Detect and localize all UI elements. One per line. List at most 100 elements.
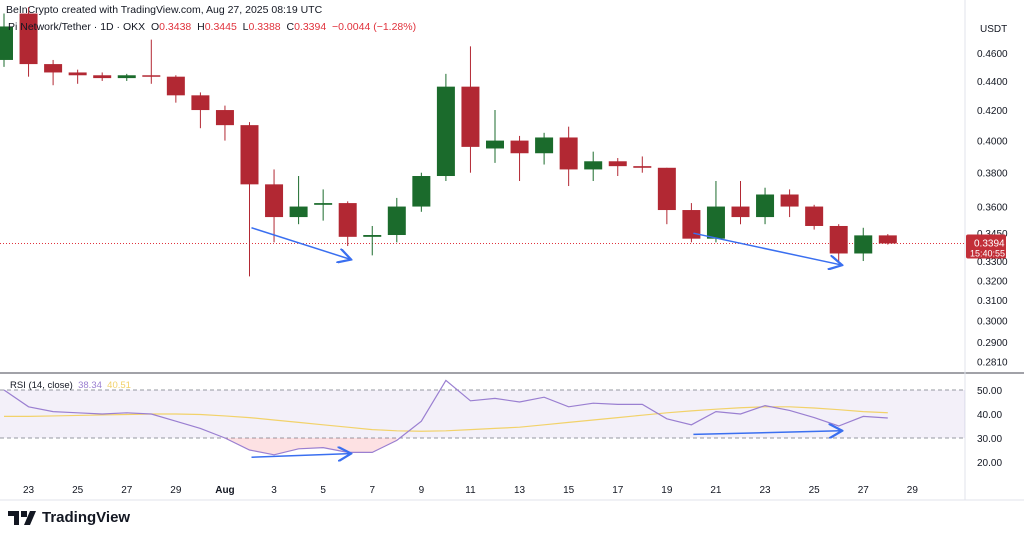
- candle-up: [314, 203, 333, 205]
- chart-attribution: BeInCrypto created with TradingView.com,…: [6, 4, 323, 16]
- candle-up: [486, 140, 504, 149]
- time-tick: 17: [612, 485, 624, 496]
- candle-down: [142, 75, 161, 77]
- tradingview-logo: TradingView: [8, 509, 130, 526]
- brand-name: TradingView: [42, 509, 131, 526]
- candle-up: [117, 75, 136, 79]
- price-tick: 0.3200: [977, 276, 1008, 287]
- candle-down: [93, 75, 112, 79]
- candle-down: [215, 110, 234, 126]
- divergence-arrow: [251, 227, 350, 259]
- divergence-arrow: [251, 454, 350, 458]
- price-tick: 0.3600: [977, 203, 1008, 214]
- rsi-tick: 50.00: [977, 386, 1002, 397]
- candle-down: [878, 235, 897, 244]
- time-tick: 11: [465, 485, 476, 496]
- currency-label: USDT: [980, 24, 1007, 35]
- time-tick: 15: [563, 485, 575, 496]
- candle-up: [584, 161, 603, 170]
- price-tick: 0.3300: [977, 257, 1008, 268]
- last-price-label: 0.3394: [974, 238, 1005, 249]
- candle-up: [854, 235, 873, 254]
- candle-down: [510, 140, 529, 154]
- time-tick: 5: [320, 485, 326, 496]
- price-tick: 0.4600: [977, 49, 1008, 60]
- rsi-tick: 20.00: [977, 458, 1002, 469]
- candle-down: [191, 95, 210, 111]
- time-tick: 27: [121, 485, 133, 496]
- time-tick: 7: [369, 485, 375, 496]
- time-tick: 25: [809, 485, 821, 496]
- time-tick: Aug: [215, 485, 234, 496]
- countdown-label: 15:40:55: [970, 248, 1005, 258]
- symbol-title: Pi Network/Tether · 1D · OKX: [8, 21, 146, 33]
- candle-up: [412, 176, 431, 207]
- open-label: O: [150, 21, 160, 33]
- high-value: 0.3445: [204, 21, 237, 33]
- time-tick: 25: [72, 485, 84, 496]
- time-tick: 21: [710, 485, 722, 496]
- symbol-legend: Pi Network/Tether · 1D · OKX O0.3438 H0.…: [8, 21, 416, 33]
- candle-down: [805, 206, 824, 226]
- time-tick: 9: [419, 485, 425, 496]
- time-tick: 27: [858, 485, 870, 496]
- candle-down: [338, 203, 357, 237]
- low-value: 0.3388: [248, 21, 281, 33]
- divergence-arrow: [693, 431, 840, 435]
- candle-up: [0, 26, 13, 60]
- candle-down: [682, 210, 701, 239]
- divergence-arrow: [693, 232, 840, 265]
- candle-up: [363, 235, 382, 237]
- candle-down: [265, 184, 284, 218]
- price-tick: 0.3100: [977, 296, 1008, 307]
- candle-down: [657, 167, 676, 211]
- candle-down: [461, 86, 480, 147]
- change-value: −0.0044 (−1.28%): [332, 21, 417, 33]
- high-label: H: [197, 21, 205, 33]
- candle-up: [387, 206, 406, 236]
- time-tick: 29: [907, 485, 919, 496]
- candle-down: [19, 13, 38, 65]
- candle-down: [780, 194, 799, 207]
- candle-down: [166, 76, 185, 96]
- candle-down: [44, 64, 63, 73]
- price-tick: 0.2810: [977, 358, 1008, 369]
- rsi-tick: 30.00: [977, 434, 1002, 445]
- rsi-label: RSI (14, close): [10, 380, 73, 391]
- rsi-legend: RSI (14, close) 38.34 40.51: [10, 380, 131, 391]
- price-tick: 0.3800: [977, 169, 1008, 180]
- rsi-ma-value: 40.51: [107, 380, 131, 391]
- low-label: L: [242, 21, 249, 33]
- time-tick: 29: [170, 485, 182, 496]
- candle-up: [289, 206, 308, 218]
- candle-up: [535, 137, 554, 154]
- candle-down: [68, 72, 87, 76]
- close-value: 0.3394: [294, 21, 327, 33]
- rsi-value: 38.34: [78, 380, 102, 391]
- last-price-badge: [966, 234, 1006, 259]
- price-tick: 0.4400: [977, 77, 1008, 88]
- candle-up: [436, 86, 455, 177]
- price-tick: 0.2900: [977, 338, 1008, 349]
- rsi-oversold-fill: [224, 438, 397, 455]
- time-tick: 23: [759, 485, 771, 496]
- time-tick: 13: [514, 485, 526, 496]
- price-tick: 0.3000: [977, 317, 1008, 328]
- time-tick: 19: [661, 485, 673, 496]
- candle-down: [633, 166, 652, 168]
- candle-down: [829, 225, 848, 254]
- candle-down: [608, 161, 627, 167]
- time-tick: 3: [271, 485, 277, 496]
- candle-down: [559, 137, 578, 170]
- candle-up: [756, 194, 775, 218]
- rsi-tick: 40.00: [977, 410, 1002, 421]
- candle-down: [731, 206, 750, 218]
- time-tick: 23: [23, 485, 35, 496]
- rsi-line: [3, 379, 888, 456]
- price-tick: 0.4000: [977, 137, 1008, 148]
- close-label: C: [286, 21, 295, 33]
- candle-up: [706, 206, 725, 239]
- open-value: 0.3438: [159, 21, 192, 33]
- candle-down: [240, 125, 259, 185]
